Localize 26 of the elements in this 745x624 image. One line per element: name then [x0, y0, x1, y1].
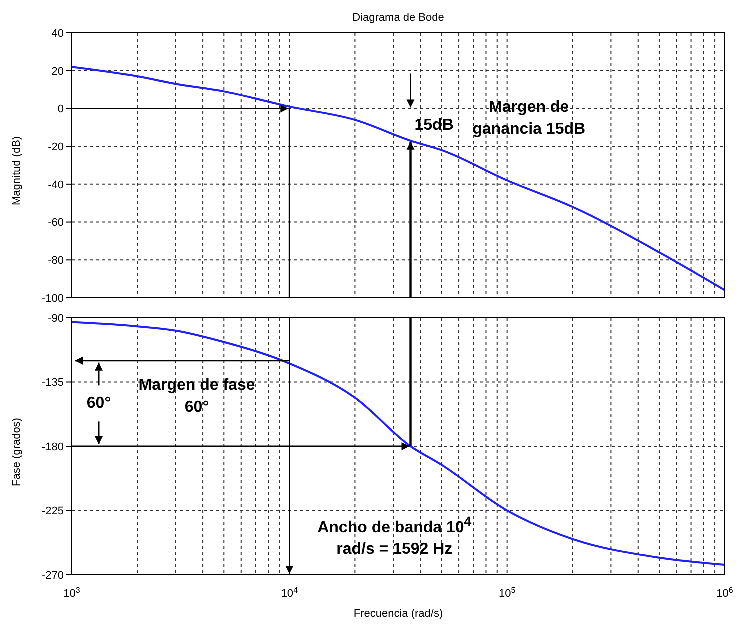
- annotation: 60°: [86, 394, 112, 414]
- y-tick-label: -80: [48, 255, 64, 268]
- y-tick-label: -20: [48, 141, 64, 154]
- y-tick-label: -100: [42, 292, 64, 305]
- x-tick-label: 10$^{5}$: [498, 586, 516, 600]
- x-tick-label: 10$^{3}$: [64, 586, 81, 600]
- x-tick-label: 10$^{6}$: [716, 586, 734, 600]
- y-tick-label: 40: [52, 28, 64, 40]
- y-axis-title: Fase (grados): [10, 418, 23, 486]
- y-tick-label: -270: [42, 570, 64, 582]
- y-tick-label: -180: [42, 441, 64, 454]
- y-tick-label: -225: [42, 506, 64, 518]
- y-tick-label: -90: [48, 312, 64, 325]
- y-tick-label: -60: [48, 217, 64, 230]
- annotation: Margen de ganancia 15dB: [472, 98, 587, 140]
- annotation: 15dB: [414, 116, 454, 136]
- chart-title: Diagrama de Bode: [352, 12, 446, 24]
- y-tick-label: 0: [58, 104, 64, 116]
- y-tick-label: -135: [42, 377, 64, 390]
- text: Ancho de banda 10$^{4}$ rad/s = 1592 Hz: [318, 514, 472, 558]
- x-tick-label: 10$^{4}$: [281, 586, 299, 600]
- annotation: Margen de fase 60°: [138, 376, 256, 418]
- y-tick-label: -40: [48, 179, 64, 192]
- x-axis-title: Frecuencia (rad/s): [354, 608, 444, 620]
- y-axis-title: Magnitud (dB): [10, 136, 23, 206]
- y-tick-label: 20: [52, 66, 64, 78]
